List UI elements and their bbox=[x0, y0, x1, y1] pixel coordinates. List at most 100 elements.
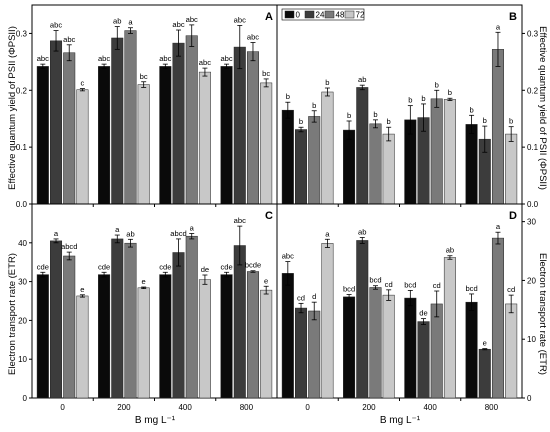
y-tick-label: 0.0 bbox=[527, 200, 539, 209]
bar-b-72 bbox=[382, 133, 395, 205]
bar-b-48 bbox=[308, 116, 321, 205]
significance-letter: a bbox=[115, 225, 120, 234]
significance-letter: abc bbox=[282, 252, 294, 261]
bar-d-72 bbox=[443, 257, 456, 399]
bar-a-24 bbox=[233, 46, 246, 205]
bar-c-72 bbox=[198, 279, 211, 399]
significance-letter: abc bbox=[199, 58, 211, 67]
legend-label: 72 bbox=[356, 11, 365, 20]
significance-letter: ab bbox=[446, 246, 454, 255]
significance-letter: e bbox=[142, 277, 146, 286]
x-axis-label-right: B mg L⁻¹ bbox=[380, 415, 421, 426]
bar-d-0 bbox=[281, 273, 294, 399]
legend: 0 24 48 72 bbox=[281, 8, 365, 21]
significance-letter: d bbox=[312, 292, 316, 301]
significance-letter: b bbox=[286, 92, 290, 101]
significance-letter: bc bbox=[262, 69, 270, 78]
significance-letter: abc bbox=[220, 54, 232, 63]
x-tick-label: 0 bbox=[305, 403, 310, 412]
legend-label: 24 bbox=[316, 11, 325, 20]
significance-letter: cde bbox=[159, 262, 171, 271]
bar-c-72 bbox=[76, 295, 89, 399]
bar-a-24 bbox=[50, 40, 63, 205]
significance-letter: c bbox=[81, 79, 85, 88]
significance-letter: b bbox=[347, 111, 351, 120]
bar-a-24 bbox=[172, 42, 185, 205]
bar-b-48 bbox=[491, 49, 504, 205]
significance-letter: abc bbox=[37, 54, 49, 63]
x-tick-label: 400 bbox=[178, 403, 192, 412]
bar-d-0 bbox=[343, 296, 356, 399]
significance-letter: cd bbox=[507, 285, 515, 294]
legend-swatch bbox=[324, 10, 335, 19]
significance-letter: abc bbox=[98, 54, 110, 63]
significance-letter: cd bbox=[433, 281, 441, 290]
significance-letter: e bbox=[483, 339, 487, 348]
significance-letter: b bbox=[299, 117, 303, 126]
significance-letter: ab bbox=[358, 75, 366, 84]
bar-b-48 bbox=[430, 98, 443, 205]
bar-d-0 bbox=[404, 297, 417, 399]
significance-letter: bc bbox=[140, 72, 148, 81]
bar-d-72 bbox=[382, 294, 395, 399]
significance-letter: cde bbox=[37, 262, 49, 271]
significance-letter: b bbox=[483, 116, 487, 125]
bar-d-24 bbox=[295, 307, 308, 399]
bar-d-24 bbox=[478, 348, 491, 399]
x-tick-label: 0 bbox=[60, 403, 65, 412]
bar-a-72 bbox=[198, 71, 211, 205]
y-tick-label: 0.1 bbox=[16, 143, 28, 152]
bar-a-48 bbox=[185, 35, 198, 205]
y-tick-label: 30 bbox=[527, 218, 536, 227]
bar-b-0 bbox=[281, 109, 294, 205]
bar-a-48 bbox=[246, 51, 259, 205]
bar-c-24 bbox=[172, 252, 185, 399]
significance-letter: abc bbox=[159, 54, 171, 63]
significance-letter: e bbox=[264, 276, 268, 285]
bar-d-48 bbox=[430, 303, 443, 399]
panel-d-label: D bbox=[509, 210, 517, 222]
significance-letter: ab bbox=[126, 229, 134, 238]
significance-letter: ab bbox=[113, 17, 121, 26]
significance-letter: b bbox=[387, 117, 391, 126]
significance-letter: bcde bbox=[245, 261, 261, 270]
y-tick-label: 20 bbox=[18, 316, 27, 325]
legend-label: 48 bbox=[336, 11, 345, 20]
bar-c-48 bbox=[124, 242, 137, 399]
significance-letter: abc bbox=[63, 35, 75, 44]
significance-letter: b bbox=[408, 96, 412, 105]
significance-letter: b bbox=[448, 88, 452, 97]
y-tick-label: 0.3 bbox=[16, 29, 28, 38]
bar-d-24 bbox=[417, 321, 430, 399]
bar-a-72 bbox=[137, 84, 150, 205]
significance-letter: cde bbox=[220, 262, 232, 271]
bar-a-0 bbox=[159, 66, 172, 205]
bar-c-0 bbox=[98, 274, 111, 399]
panel-a-label: A bbox=[265, 11, 273, 23]
bar-d-72 bbox=[505, 303, 518, 399]
legend-label: 0 bbox=[296, 11, 301, 20]
significance-letter: abc bbox=[50, 21, 62, 30]
bar-c-24 bbox=[50, 240, 63, 399]
significance-letter: a bbox=[325, 229, 330, 238]
y-tick-label: 30 bbox=[18, 278, 27, 287]
significance-letter: abc bbox=[186, 15, 198, 24]
bar-c-72 bbox=[137, 287, 150, 399]
bar-b-24 bbox=[295, 129, 308, 205]
y-tick-label: 10 bbox=[527, 335, 536, 344]
bar-d-24 bbox=[356, 240, 369, 399]
bar-b-0 bbox=[465, 124, 478, 205]
y-tick-label: 0.0 bbox=[16, 200, 28, 209]
bar-d-0 bbox=[465, 301, 478, 399]
significance-letter: abc bbox=[172, 20, 184, 29]
y-tick-label: 10 bbox=[18, 355, 27, 364]
significance-letter: e bbox=[80, 285, 84, 294]
bar-b-72 bbox=[321, 91, 334, 205]
bar-b-48 bbox=[369, 123, 382, 205]
significance-letter: b bbox=[373, 110, 377, 119]
x-tick-label: 400 bbox=[423, 403, 437, 412]
